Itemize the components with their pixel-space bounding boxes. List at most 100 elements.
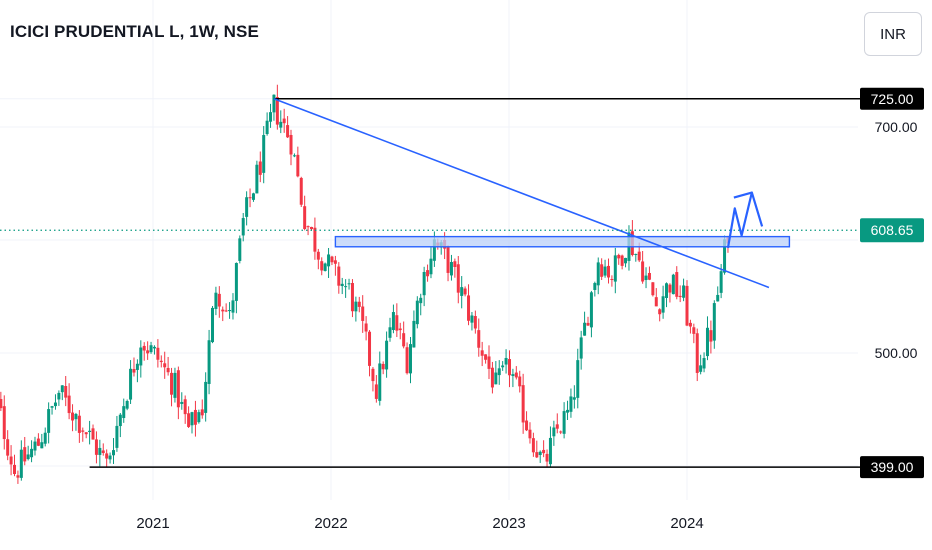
price-axis-label: 700.00 [875,119,918,135]
candle [228,302,232,319]
candle-body [511,374,515,376]
candle [149,341,153,354]
candle [265,112,269,136]
candle [548,426,552,468]
candle-body [391,312,395,330]
candle-body [282,118,286,124]
candle [559,430,563,435]
candle [269,103,273,128]
candle [30,440,34,463]
candle-body [204,381,208,413]
candle [562,402,566,439]
candle [327,247,331,278]
candle [368,330,372,377]
candle-body [682,285,686,298]
candle [125,399,129,411]
candle [385,331,389,378]
candle [231,293,235,320]
candle [668,283,672,303]
candle-body [665,283,669,298]
candle-body [576,360,580,398]
candle-body [217,293,221,307]
candle-body [187,413,191,427]
candle [511,368,515,388]
candle [518,370,522,393]
candle [132,357,136,377]
candle-body [671,274,675,295]
candle-body [381,363,385,370]
candle [347,278,351,290]
candle [647,266,651,281]
candle-body [67,395,71,414]
candle [470,311,474,331]
candle-body [197,412,201,423]
candle-body [71,412,75,421]
candle-body [712,303,716,341]
candle-body [504,357,508,365]
candle [64,376,68,407]
candle [593,281,597,297]
candle-body [50,406,54,408]
candle-body [586,322,590,326]
candle [606,258,610,284]
candle [303,195,307,231]
candle-body [129,368,133,400]
candle [221,306,225,322]
candle-body [398,328,402,331]
candle-body [30,448,34,458]
candle-body [9,456,13,465]
candle [490,361,494,394]
candle-body [405,347,409,374]
candle [651,282,655,297]
candle-body [501,365,505,368]
candle [473,310,477,334]
price-level-badge [860,87,924,110]
candle [142,342,146,361]
candle [361,295,365,333]
candle-body [245,197,249,217]
candle-body [538,451,542,455]
candle [521,373,525,434]
candle [620,254,624,270]
candle [275,84,279,130]
candle [163,351,167,379]
candle [210,306,214,344]
candle-body [292,155,296,157]
candle [613,247,617,294]
candle [412,310,416,348]
candle [617,253,621,265]
candle-body [279,121,283,128]
candle [535,440,539,459]
candles-layer [0,84,730,484]
candle-body [552,427,556,437]
candle-body [374,384,378,399]
candle [183,395,187,424]
candle [316,248,320,270]
candle [596,257,600,295]
candle [538,450,542,463]
candle-body [0,399,3,409]
candle-body [142,345,146,351]
candle [497,360,501,385]
candle [504,349,508,374]
candle [487,345,491,380]
candle-body [719,271,723,293]
candle-body [170,372,174,395]
candle-body [634,253,638,255]
candle [381,361,385,375]
candle [337,262,341,294]
candle [204,372,208,422]
candle-body [395,315,399,331]
candle-body [463,288,467,295]
candle [118,412,122,438]
candle [320,257,324,276]
candle-body [327,254,331,267]
candle [600,258,604,281]
candle [2,395,6,450]
candle-body [460,287,464,296]
currency-button[interactable]: INR [864,12,922,56]
candle [111,438,115,464]
candle [105,449,109,468]
candle [122,398,126,423]
